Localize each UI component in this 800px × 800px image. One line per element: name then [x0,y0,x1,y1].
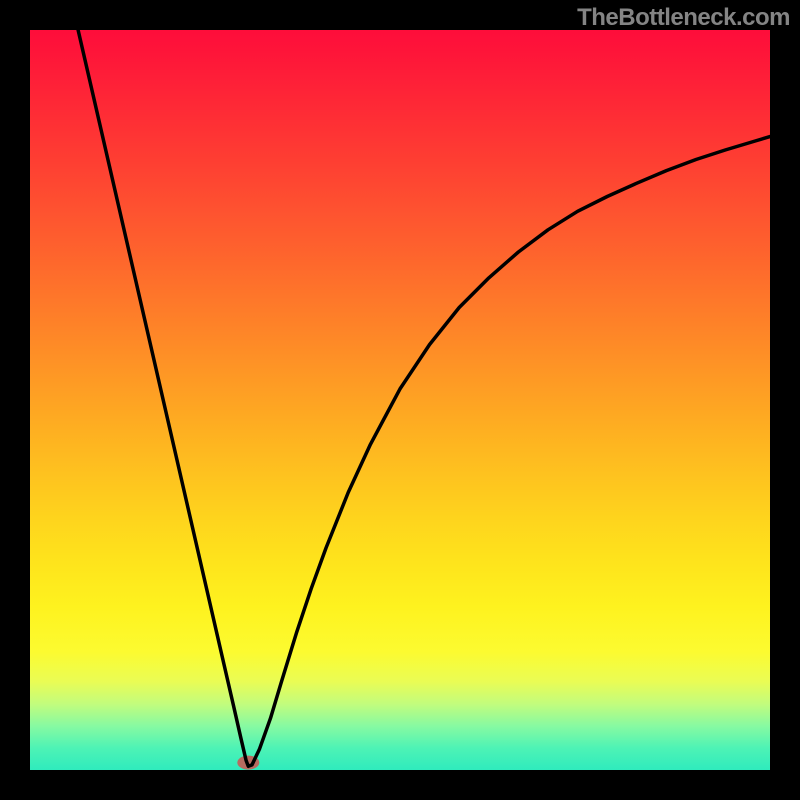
bottleneck-chart [0,0,800,800]
watermark-label: TheBottleneck.com [577,4,790,32]
plot-background [30,30,770,770]
chart-container: TheBottleneck.com [0,0,800,800]
